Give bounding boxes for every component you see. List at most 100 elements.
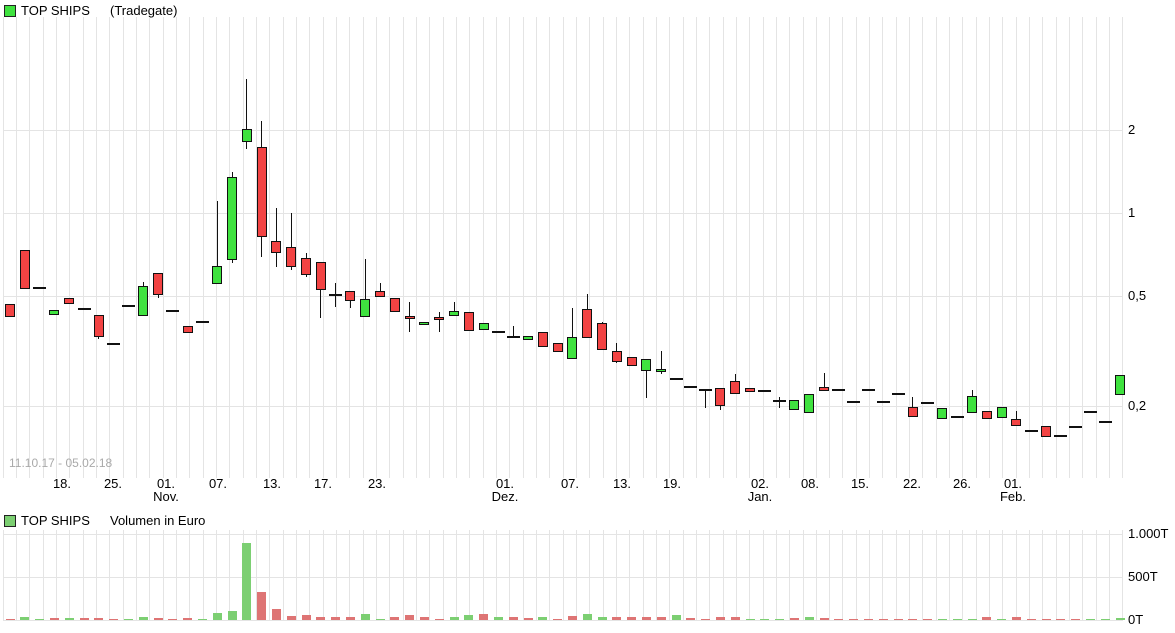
volume-bar	[834, 618, 844, 620]
x-axis-tick-label: 13.	[612, 476, 632, 491]
volume-bar	[893, 618, 903, 620]
vertical-gridline	[1055, 530, 1057, 620]
candle-wick	[275, 208, 277, 268]
vertical-gridline	[602, 17, 604, 478]
price-chart-plot-area: 2 1 0,5 0,2 18. 25. 01. Nov. 07. 13. 17. 23. 01. Dez.…	[2, 17, 1146, 504]
volume-bar	[464, 615, 474, 620]
vertical-gridline	[202, 17, 204, 478]
volume-bar	[375, 618, 385, 620]
vertical-gridline	[562, 17, 564, 478]
vertical-gridline	[1055, 17, 1057, 478]
x-axis-tick-label: 01. Feb.	[999, 476, 1026, 504]
date-range-label: 11.10.17 - 05.02.18	[9, 456, 113, 470]
price-dash	[121, 305, 135, 308]
vertical-gridline	[82, 530, 84, 620]
price-axis-tick-label: 2	[1128, 122, 1136, 137]
vertical-gridline	[682, 530, 684, 620]
candle-body-down	[730, 381, 741, 394]
volume-bar	[35, 618, 45, 620]
candle-body-down	[153, 273, 163, 296]
vertical-gridline	[469, 530, 471, 620]
volume-bar	[301, 615, 311, 620]
vertical-gridline	[549, 530, 551, 620]
x-axis-tick-label: 18.	[52, 476, 72, 491]
vertical-gridline	[895, 530, 897, 620]
candle-wick	[571, 308, 573, 359]
vertical-gridline	[322, 17, 324, 478]
candle-body-up	[1115, 375, 1125, 396]
vertical-gridline	[442, 530, 444, 620]
vertical-gridline	[749, 530, 751, 620]
candle-body-down	[582, 308, 593, 338]
vertical-gridline	[829, 17, 831, 478]
vertical-gridline	[175, 530, 177, 620]
vertical-gridline	[1122, 530, 1124, 620]
candle-body-up	[804, 393, 815, 414]
x-axis-tick-label: 01. Nov.	[153, 476, 179, 504]
candle-body-down	[1041, 426, 1051, 438]
volume-bar	[257, 591, 267, 620]
vertical-gridline	[1122, 17, 1124, 478]
volume-bar	[405, 614, 415, 620]
candle-wick	[438, 312, 440, 333]
vertical-gridline	[1002, 17, 1004, 478]
price-dash	[107, 343, 121, 346]
candle-body-up	[449, 310, 459, 316]
vertical-gridline	[935, 530, 937, 620]
volume-axis-tick-label: 500T	[1128, 569, 1158, 584]
candle-body-down	[404, 315, 415, 319]
vertical-gridline	[882, 17, 884, 478]
volume-bar	[197, 618, 207, 620]
candle-body-down	[64, 298, 75, 304]
vertical-gridline	[349, 17, 351, 478]
vertical-gridline	[629, 17, 631, 478]
vertical-gridline	[695, 530, 697, 620]
volume-bar	[656, 616, 666, 620]
x-axis-tick-label: 15.	[850, 476, 870, 491]
volume-bar	[745, 618, 755, 620]
volume-bar	[1011, 617, 1021, 620]
price-dash	[669, 378, 683, 381]
vertical-gridline	[615, 17, 617, 478]
vertical-gridline	[1069, 530, 1071, 620]
vertical-gridline	[335, 530, 337, 620]
vertical-gridline	[16, 17, 18, 478]
candle-body-down	[981, 411, 992, 420]
volume-bar	[775, 618, 785, 620]
vertical-gridline	[309, 530, 311, 620]
volume-bar	[997, 618, 1007, 620]
vertical-gridline	[989, 17, 991, 478]
volume-bar	[493, 617, 503, 620]
volume-axis-tick-label: 1.000T	[1128, 526, 1169, 541]
x-axis-tick-label: 23.	[367, 476, 387, 491]
vertical-gridline	[535, 530, 537, 620]
price-series-symbol: TOP SHIPS	[21, 3, 90, 18]
volume-bar	[271, 608, 281, 620]
vertical-gridline	[282, 17, 284, 478]
vertical-gridline	[882, 530, 884, 620]
horizontal-gridline	[3, 406, 1123, 407]
volume-bar	[360, 613, 370, 620]
vertical-gridline	[629, 530, 631, 620]
horizontal-gridline	[3, 296, 1123, 297]
candle-wick	[246, 79, 248, 149]
volume-bar	[760, 618, 770, 620]
volume-bar	[5, 619, 15, 620]
vertical-gridline	[455, 17, 457, 478]
volume-bar	[789, 617, 799, 620]
vertical-gridline	[949, 17, 951, 478]
price-dash	[195, 320, 209, 323]
vertical-gridline	[109, 17, 111, 478]
doji-wick	[779, 396, 781, 408]
price-dash	[166, 309, 180, 312]
candle-wick	[216, 201, 218, 284]
vertical-gridline	[749, 17, 751, 478]
vertical-gridline	[242, 17, 244, 478]
x-axis-tick-label: 02. Jan.	[747, 476, 773, 504]
candle-body-down	[182, 325, 193, 333]
vertical-gridline	[735, 17, 737, 478]
vertical-gridline	[469, 17, 471, 478]
volume-bar	[849, 618, 859, 620]
